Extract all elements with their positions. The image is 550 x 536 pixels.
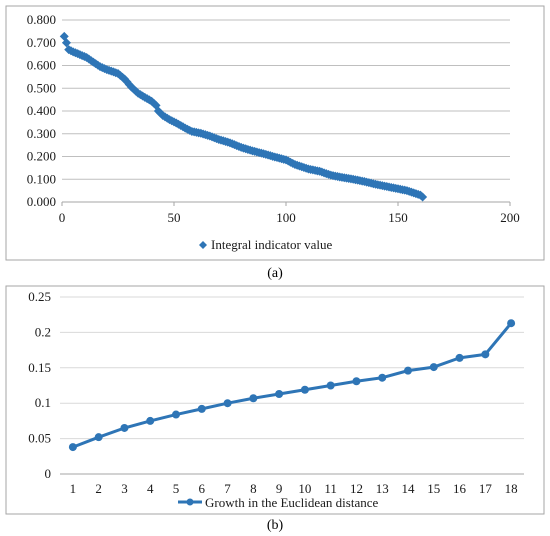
panel-b-x-tick-label: 7: [224, 481, 231, 496]
panel-b-point: [249, 394, 258, 403]
panel-a-y-tick-label: 0.700: [27, 35, 56, 50]
panel-b-point: [429, 363, 438, 372]
panel-b-x-tick-label: 14: [402, 481, 416, 496]
panel-a-y-ticks: 0.000 0.100 0.200 0.300 0.400 0.500 0.600 0.700…: [27, 12, 56, 209]
panel-b-legend: Growth in the Euclidean distance: [178, 495, 379, 510]
panel-b-y-tick-label: 0.05: [28, 431, 51, 446]
panel-a-x-tick-label: 200: [500, 210, 520, 225]
panel-a-series: [59, 31, 428, 202]
panel-a-frame: [5, 5, 545, 261]
panel-a-x-tick-label: 150: [388, 210, 408, 225]
panel-b-chart: 00.050.10.150.20.25 1 2 3 4 5 6 7 8 9 10 11 12 13 14 1…: [5, 285, 545, 515]
panel-b-y-ticks: 0 0.05 0.1 0.15 0.2 0.25: [28, 289, 51, 481]
panel-a-y-tick-label: 0.200: [27, 149, 56, 164]
panel-b-x-tick-label: 9: [276, 481, 283, 496]
panel-a-legend: Integral indicator value: [199, 237, 333, 252]
panel-a-y-tick-label: 0.000: [27, 194, 56, 209]
legend-circle-marker: [186, 498, 194, 506]
panel-b-point: [275, 389, 284, 398]
panel-a-chart: 0.000 0.100 0.200 0.300 0.400 0.500 0.600 0.700…: [5, 5, 545, 261]
panel-a-point: [418, 192, 428, 202]
panel-b-point: [481, 350, 490, 359]
panel-b-y-tick-label: 0: [45, 466, 52, 481]
panel-b-x-tick-label: 12: [350, 481, 363, 496]
panel-a-x-tick-label: 50: [168, 210, 181, 225]
legend-label-a: Integral indicator value: [211, 237, 333, 252]
panel-a-y-tick-label: 0.800: [27, 12, 56, 27]
panel-a-point: [122, 77, 132, 87]
panel-b-point: [223, 399, 232, 408]
panel-b-x-tick-label: 1: [70, 481, 77, 496]
panel-b-x-tick-label: 10: [298, 481, 311, 496]
panel-b-series-line: [72, 322, 513, 449]
panel-b-point: [378, 373, 387, 382]
panel-b-y-tick-label: 0.15: [28, 360, 51, 375]
panel-b-point: [455, 353, 464, 362]
panel-b-frame: [5, 285, 545, 515]
panel-b-point: [172, 410, 180, 419]
panel-a-y-tick-label: 0.300: [27, 126, 56, 141]
panel-b-x-tick-label: 11: [324, 481, 337, 496]
panel-b-point: [352, 377, 361, 386]
panel-a-y-tick-label: 0.100: [27, 171, 56, 186]
panel-b-point: [68, 443, 77, 452]
panel-a-caption: (a): [267, 266, 283, 281]
panel-a-x-ticks: 0 50 100 150 200: [59, 202, 520, 225]
panel-b-point: [404, 366, 412, 375]
panel-b-x-ticks: 1 2 3 4 5 6 7 8 9 10 11 12 13 14 15 16 17 18: [70, 481, 518, 496]
panel-b-x-tick-label: 18: [505, 481, 518, 496]
panel-a-x-tick-label: 100: [276, 210, 296, 225]
panel-b-x-tick-label: 17: [479, 481, 493, 496]
panel-b-x-tick-label: 15: [427, 481, 440, 496]
panel-b-y-tick-label: 0.2: [35, 324, 51, 339]
panel-a-point: [61, 38, 71, 48]
panel-b-point: [197, 404, 206, 413]
panel-b-y-tick-label: 0.1: [35, 395, 51, 410]
panel-b-x-tick-label: 8: [250, 481, 257, 496]
panel-b-y-tick-label: 0.25: [28, 289, 51, 304]
panel-b-point: [326, 381, 335, 390]
panel-b-x-tick-label: 13: [376, 481, 389, 496]
panel-a-y-tick-label: 0.500: [27, 80, 56, 95]
panel-b-caption: (b): [267, 518, 284, 533]
panel-b-point: [94, 433, 103, 442]
panel-a-y-tick-label: 0.400: [27, 103, 56, 118]
panel-a-x-tick-label: 0: [59, 210, 66, 225]
panel-b-x-tick-label: 3: [121, 481, 128, 496]
panel-b-point: [120, 423, 129, 432]
panel-b-point: [507, 319, 516, 328]
panel-b-point: [146, 416, 155, 425]
panel-b-x-tick-label: 2: [95, 481, 102, 496]
panel-b-x-tick-label: 6: [199, 481, 206, 496]
panel-b-series: [68, 319, 516, 452]
panel-b-x-tick-label: 5: [173, 481, 180, 496]
panel-b-x-tick-label: 4: [147, 481, 154, 496]
panel-b-point: [300, 385, 309, 394]
panel-b-x-tick-label: 16: [453, 481, 467, 496]
legend-diamond-marker: [199, 241, 207, 249]
panel-a-y-tick-label: 0.600: [27, 58, 56, 73]
panel-b-grid: [60, 296, 524, 475]
legend-label-b: Growth in the Euclidean distance: [205, 495, 379, 510]
